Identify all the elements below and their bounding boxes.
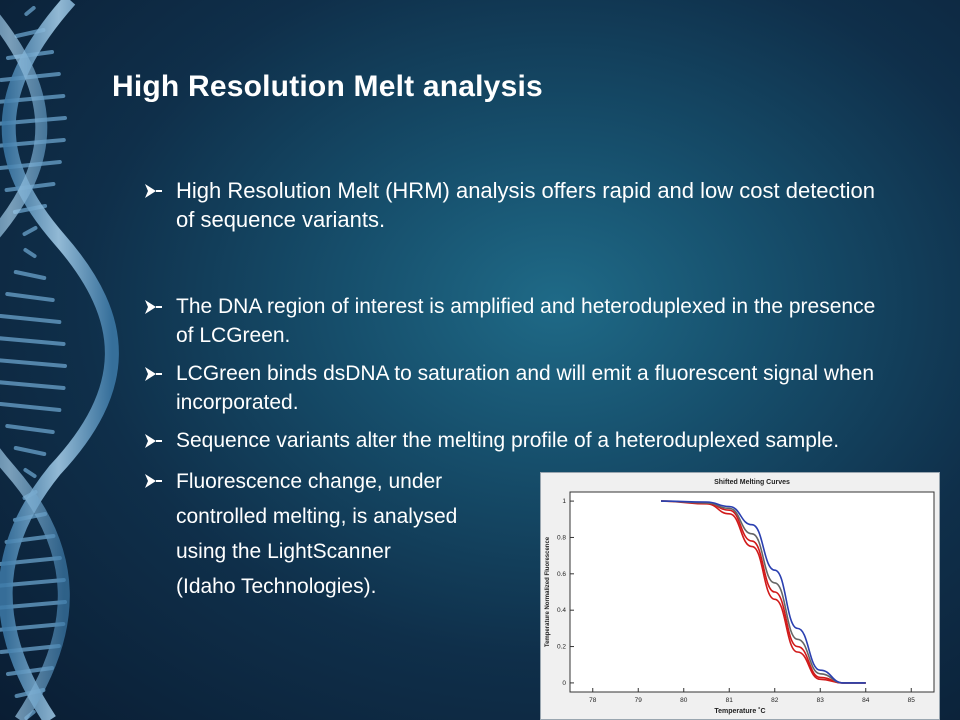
bullet-text: LCGreen binds dsDNA to saturation and wi… xyxy=(176,362,875,414)
x-tick-label: 80 xyxy=(680,697,688,704)
dna-rung xyxy=(13,446,47,456)
bullet-item: High Resolution Melt (HRM) analysis offe… xyxy=(142,176,882,234)
dna-rung xyxy=(0,314,62,324)
bullet-text-line: (Idaho Technologies). xyxy=(176,575,377,598)
arrow-bullet-icon xyxy=(145,434,162,448)
bullet-text: High Resolution Melt (HRM) analysis offe… xyxy=(176,178,876,232)
dna-rung xyxy=(5,292,55,302)
bullet-item: LCGreen binds dsDNA to saturation and wi… xyxy=(142,359,882,417)
y-tick-label: 0.2 xyxy=(557,644,566,651)
x-tick-label: 78 xyxy=(589,697,597,704)
arrow-bullet-icon xyxy=(145,367,162,381)
y-tick-label: 0 xyxy=(562,680,566,687)
x-tick-label: 81 xyxy=(726,697,734,704)
bullet-text-line: using the LightScanner xyxy=(176,540,391,563)
bullet-item: Fluorescence change, under controlled me… xyxy=(142,464,882,604)
bullet-item: Sequence variants alter the melting prof… xyxy=(142,426,882,455)
bullet-item: The DNA region of interest is amplified … xyxy=(142,292,882,350)
bullet-text: Sequence variants alter the melting prof… xyxy=(176,429,840,452)
y-tick-label: 0.6 xyxy=(557,571,566,578)
dna-rung xyxy=(5,424,55,434)
bullet-list: High Resolution Melt (HRM) analysis offe… xyxy=(142,176,882,604)
bullet-text-line: controlled melting, is analysed xyxy=(176,505,458,528)
dna-rung xyxy=(0,402,62,412)
y-tick-label: 0.8 xyxy=(557,534,566,541)
melting-curve-chart: Shifted Melting Curves Temperature ˚C Te… xyxy=(540,472,940,720)
y-tick-label: 1 xyxy=(562,498,566,505)
dna-helix-decoration xyxy=(0,0,119,720)
dna-rung xyxy=(23,468,37,478)
x-tick-label: 79 xyxy=(635,697,643,704)
plot-area xyxy=(569,491,935,693)
arrow-bullet-icon xyxy=(145,184,162,198)
melting-curve-line xyxy=(660,500,866,684)
chart-title: Shifted Melting Curves xyxy=(714,479,790,486)
slide-title: High Resolution Melt analysis xyxy=(112,70,543,103)
dna-rung xyxy=(24,6,36,16)
arrow-bullet-icon xyxy=(145,300,162,314)
dna-rung xyxy=(22,226,38,236)
x-tick-label: 84 xyxy=(862,697,870,704)
x-tick-label: 85 xyxy=(908,697,916,704)
dna-rung xyxy=(0,336,66,346)
dna-rung xyxy=(0,358,67,368)
arrow-bullet-icon xyxy=(145,474,162,488)
dna-rung xyxy=(0,380,66,390)
x-tick-label: 83 xyxy=(817,697,825,704)
dna-rung xyxy=(13,270,47,280)
melting-curve-line xyxy=(660,500,866,684)
x-axis-label: Temperature ˚C xyxy=(714,707,765,715)
x-tick-label: 82 xyxy=(771,697,779,704)
dna-rung xyxy=(23,248,37,258)
bullet-text-line: Fluorescence change, under xyxy=(176,470,443,493)
y-tick-label: 0.4 xyxy=(557,607,566,614)
y-axis-label: Temperature Normalized Fluorescence xyxy=(545,536,551,647)
bullet-text: The DNA region of interest is amplified … xyxy=(176,295,876,347)
